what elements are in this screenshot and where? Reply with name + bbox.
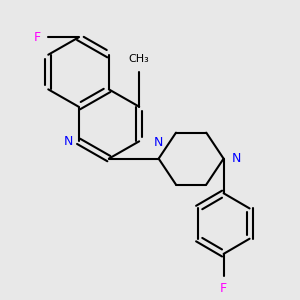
Text: F: F xyxy=(220,282,227,295)
Text: F: F xyxy=(33,31,40,44)
Text: N: N xyxy=(154,136,163,149)
Text: CH₃: CH₃ xyxy=(129,54,150,64)
Text: N: N xyxy=(64,135,74,148)
Text: N: N xyxy=(231,152,241,165)
